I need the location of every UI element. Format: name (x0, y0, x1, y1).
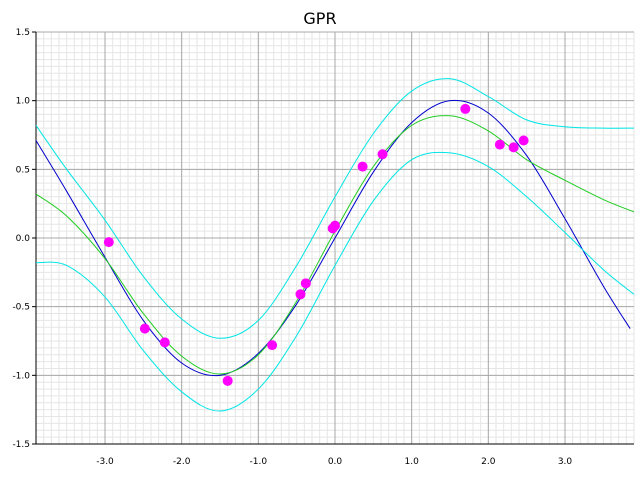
x-tick-labels: -3.0 -2.0 -1.0 0.0 1.0 2.0 3.0 (96, 457, 572, 467)
x-tick-label: -1.0 (250, 457, 268, 467)
y-tick-label: -1.5 (12, 440, 30, 450)
x-tick-label: 3.0 (558, 457, 573, 467)
y-tick-labels: -1.5 -1.0 -0.5 0.0 0.5 1.0 1.5 (12, 28, 30, 450)
series-layer (35, 78, 635, 412)
y-tick-label: 1.5 (16, 28, 30, 38)
y-tick-label: -0.5 (12, 303, 30, 313)
y-tick-label: 0.0 (16, 234, 31, 244)
scatter-point (330, 220, 340, 231)
scatter-point (518, 135, 529, 146)
series-line-3 (35, 151, 635, 412)
scatter-point (267, 340, 278, 351)
y-tick-label: 0.5 (16, 165, 30, 175)
scatter-point (300, 278, 311, 289)
scatter-point (222, 375, 233, 386)
scatter-point (295, 289, 306, 300)
series-line-2 (35, 78, 635, 339)
scatter-point (377, 149, 388, 160)
x-tick-label: 1.0 (405, 457, 420, 467)
axes (32, 31, 634, 445)
series-line-0 (35, 99, 631, 377)
x-tick-label: 2.0 (481, 457, 496, 467)
x-tick-label: 0.0 (328, 457, 343, 467)
scatter-point (139, 323, 150, 334)
y-tick-label: 1.0 (16, 97, 31, 107)
scatter-point (159, 337, 170, 348)
scatter-point (103, 237, 114, 248)
scatter-point (460, 103, 471, 114)
chart-title: GPR (303, 9, 336, 28)
x-tick-label: -2.0 (173, 457, 191, 467)
x-tick-label: -3.0 (96, 457, 114, 467)
scatter-point (357, 161, 368, 172)
scatter-point (508, 142, 519, 153)
y-tick-label: -1.0 (12, 371, 30, 381)
scatter-point (494, 139, 505, 150)
